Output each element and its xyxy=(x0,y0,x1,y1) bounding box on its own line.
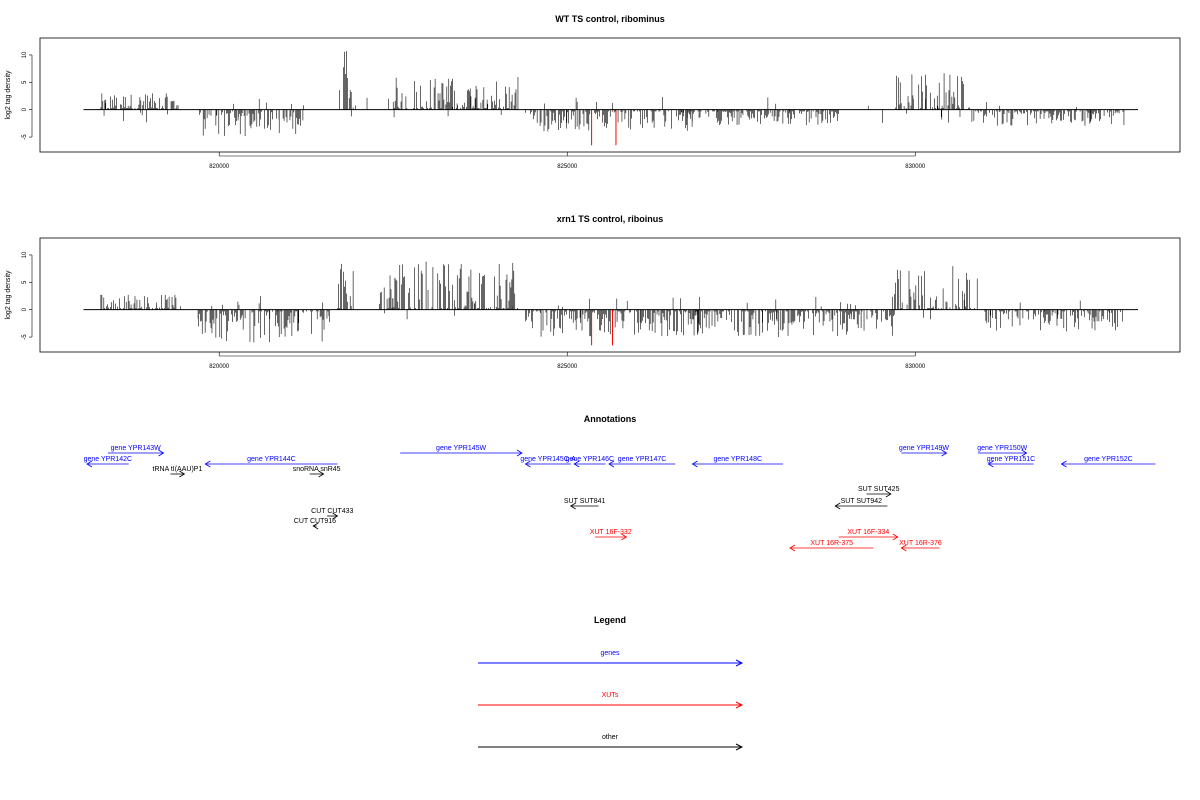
annotation-arrowhead xyxy=(892,533,899,541)
legend-title: Legend xyxy=(594,615,626,625)
annotations-title: Annotations xyxy=(584,414,637,424)
annotation-arrowhead xyxy=(885,490,892,498)
annotation-arrowhead xyxy=(524,460,531,468)
wt-y-tick-label: 10 xyxy=(22,51,28,58)
wt-y-tick-label: -5 xyxy=(22,134,28,140)
wt-x-tick-label: 820000 xyxy=(209,164,230,170)
xrn1-x-tick-label: 825000 xyxy=(557,364,578,370)
legend-arrowhead xyxy=(735,659,744,667)
panel-xrn1-axes: -5 0 5 10 820000 825000 830000 xyxy=(22,251,1138,370)
annotation-label: gene YPR151C xyxy=(987,456,1036,463)
annotation-label: gene YPR145C-A xyxy=(520,456,576,463)
annotation-label: gene YPR142C xyxy=(84,456,133,463)
legend-label: other xyxy=(602,734,619,741)
annotation-label: gene YPR152C xyxy=(1084,456,1133,463)
annotation-label: gene YPR146C xyxy=(566,456,615,463)
legend-panel: Legend genes XUTs other xyxy=(478,615,744,751)
wt-y-tick-label: 0 xyxy=(22,107,28,111)
panel-wt: WT TS control, ribominus log2 tag densit… xyxy=(5,14,1181,170)
wt-x-tick-label: 830000 xyxy=(905,164,926,170)
annotation-arrowhead xyxy=(941,449,948,457)
annotation-arrowhead xyxy=(900,544,907,552)
panel-xrn1-frame xyxy=(39,237,1181,353)
xrn1-x-tick-label: 820000 xyxy=(209,364,230,370)
annotation-label: XUT 16R-375 xyxy=(810,540,853,547)
annotation-label: gene YPR145W xyxy=(436,445,486,452)
annotation-items: gene YPR143W gene YPR142C gene YPR144C gene… xyxy=(84,445,1156,552)
legend-label: genes xyxy=(600,650,620,657)
annotation-label: XUT 16F-334 xyxy=(847,529,889,536)
panel-xrn1-ylabel: log2 tag density xyxy=(5,270,12,320)
xrn1-y-tick-label: -5 xyxy=(22,334,28,340)
annotation-label: SUT SUT942 xyxy=(841,498,883,505)
annotation-label: gene YPR148C xyxy=(714,456,763,463)
annotation-arrowhead xyxy=(569,502,576,510)
annotation-label: gene YPR143W xyxy=(111,445,161,452)
annotation-arrowhead xyxy=(573,460,580,468)
annotation-arrowhead xyxy=(158,449,165,457)
annotation-arrowhead xyxy=(86,460,93,468)
annotation-label: XUT 16R-376 xyxy=(899,540,942,547)
panel-wt-axes: -5 0 5 10 820000 825000 830000 xyxy=(22,51,1138,170)
annotation-arrowhead xyxy=(516,449,523,457)
annotation-arrowhead xyxy=(1021,449,1028,457)
annotation-arrowhead xyxy=(789,544,796,552)
panel-xrn1-title: xrn1 TS control, riboinus xyxy=(557,214,664,224)
legend-items: genes XUTs other xyxy=(478,650,744,751)
xrn1-y-tick-label: 10 xyxy=(22,251,28,258)
annotation-arrowhead xyxy=(621,533,628,541)
xrn1-x-tick-label: 830000 xyxy=(905,364,926,370)
annotation-arrowhead xyxy=(834,502,841,510)
annotation-arrowhead xyxy=(312,522,319,530)
wt-y-tick-label: 5 xyxy=(22,80,28,84)
annotation-arrowhead xyxy=(987,460,994,468)
xrn1-y-tick-label: 0 xyxy=(22,307,28,311)
panel-wt-frame xyxy=(39,37,1181,153)
legend-label: XUTs xyxy=(602,692,619,699)
annotation-label: XUT 16F-332 xyxy=(590,529,632,536)
annotation-arrowhead xyxy=(332,512,339,520)
annotation-label: SUT SUT425 xyxy=(858,486,900,493)
annotation-arrowhead xyxy=(1060,460,1067,468)
annotation-arrowhead xyxy=(318,470,325,478)
wt-x-tick-label: 825000 xyxy=(557,164,578,170)
legend-arrowhead xyxy=(735,743,744,751)
panel-wt-ylabel: log2 tag density xyxy=(5,70,12,120)
annotation-label: gene YPR150W xyxy=(977,445,1027,452)
annotation-label: gene YPR144C xyxy=(247,456,296,463)
annotation-arrowhead xyxy=(608,460,615,468)
annotation-label: CUT CUT916 xyxy=(294,518,336,525)
legend-arrowhead xyxy=(735,701,744,709)
panel-wt-marks xyxy=(100,51,1125,146)
annotation-label: CUT CUT433 xyxy=(311,508,353,515)
annotation-arrowhead xyxy=(691,460,698,468)
annotation-label: SUT SUT841 xyxy=(564,498,606,505)
annotation-label: snoRNA snR45 xyxy=(293,466,341,473)
annotation-arrowhead xyxy=(204,460,211,468)
annotation-label: gene YPR147C xyxy=(618,456,667,463)
annotation-label: tRNA tI(AAU)P1 xyxy=(153,466,203,473)
panel-xrn1-marks xyxy=(100,261,1123,346)
panel-wt-title: WT TS control, ribominus xyxy=(555,14,665,24)
annotation-label: gene YPR149W xyxy=(899,445,949,452)
xrn1-y-tick-label: 5 xyxy=(22,280,28,284)
annotation-arrowhead xyxy=(179,470,186,478)
panel-xrn1: xrn1 TS control, riboinus log2 tag densi… xyxy=(5,214,1181,370)
